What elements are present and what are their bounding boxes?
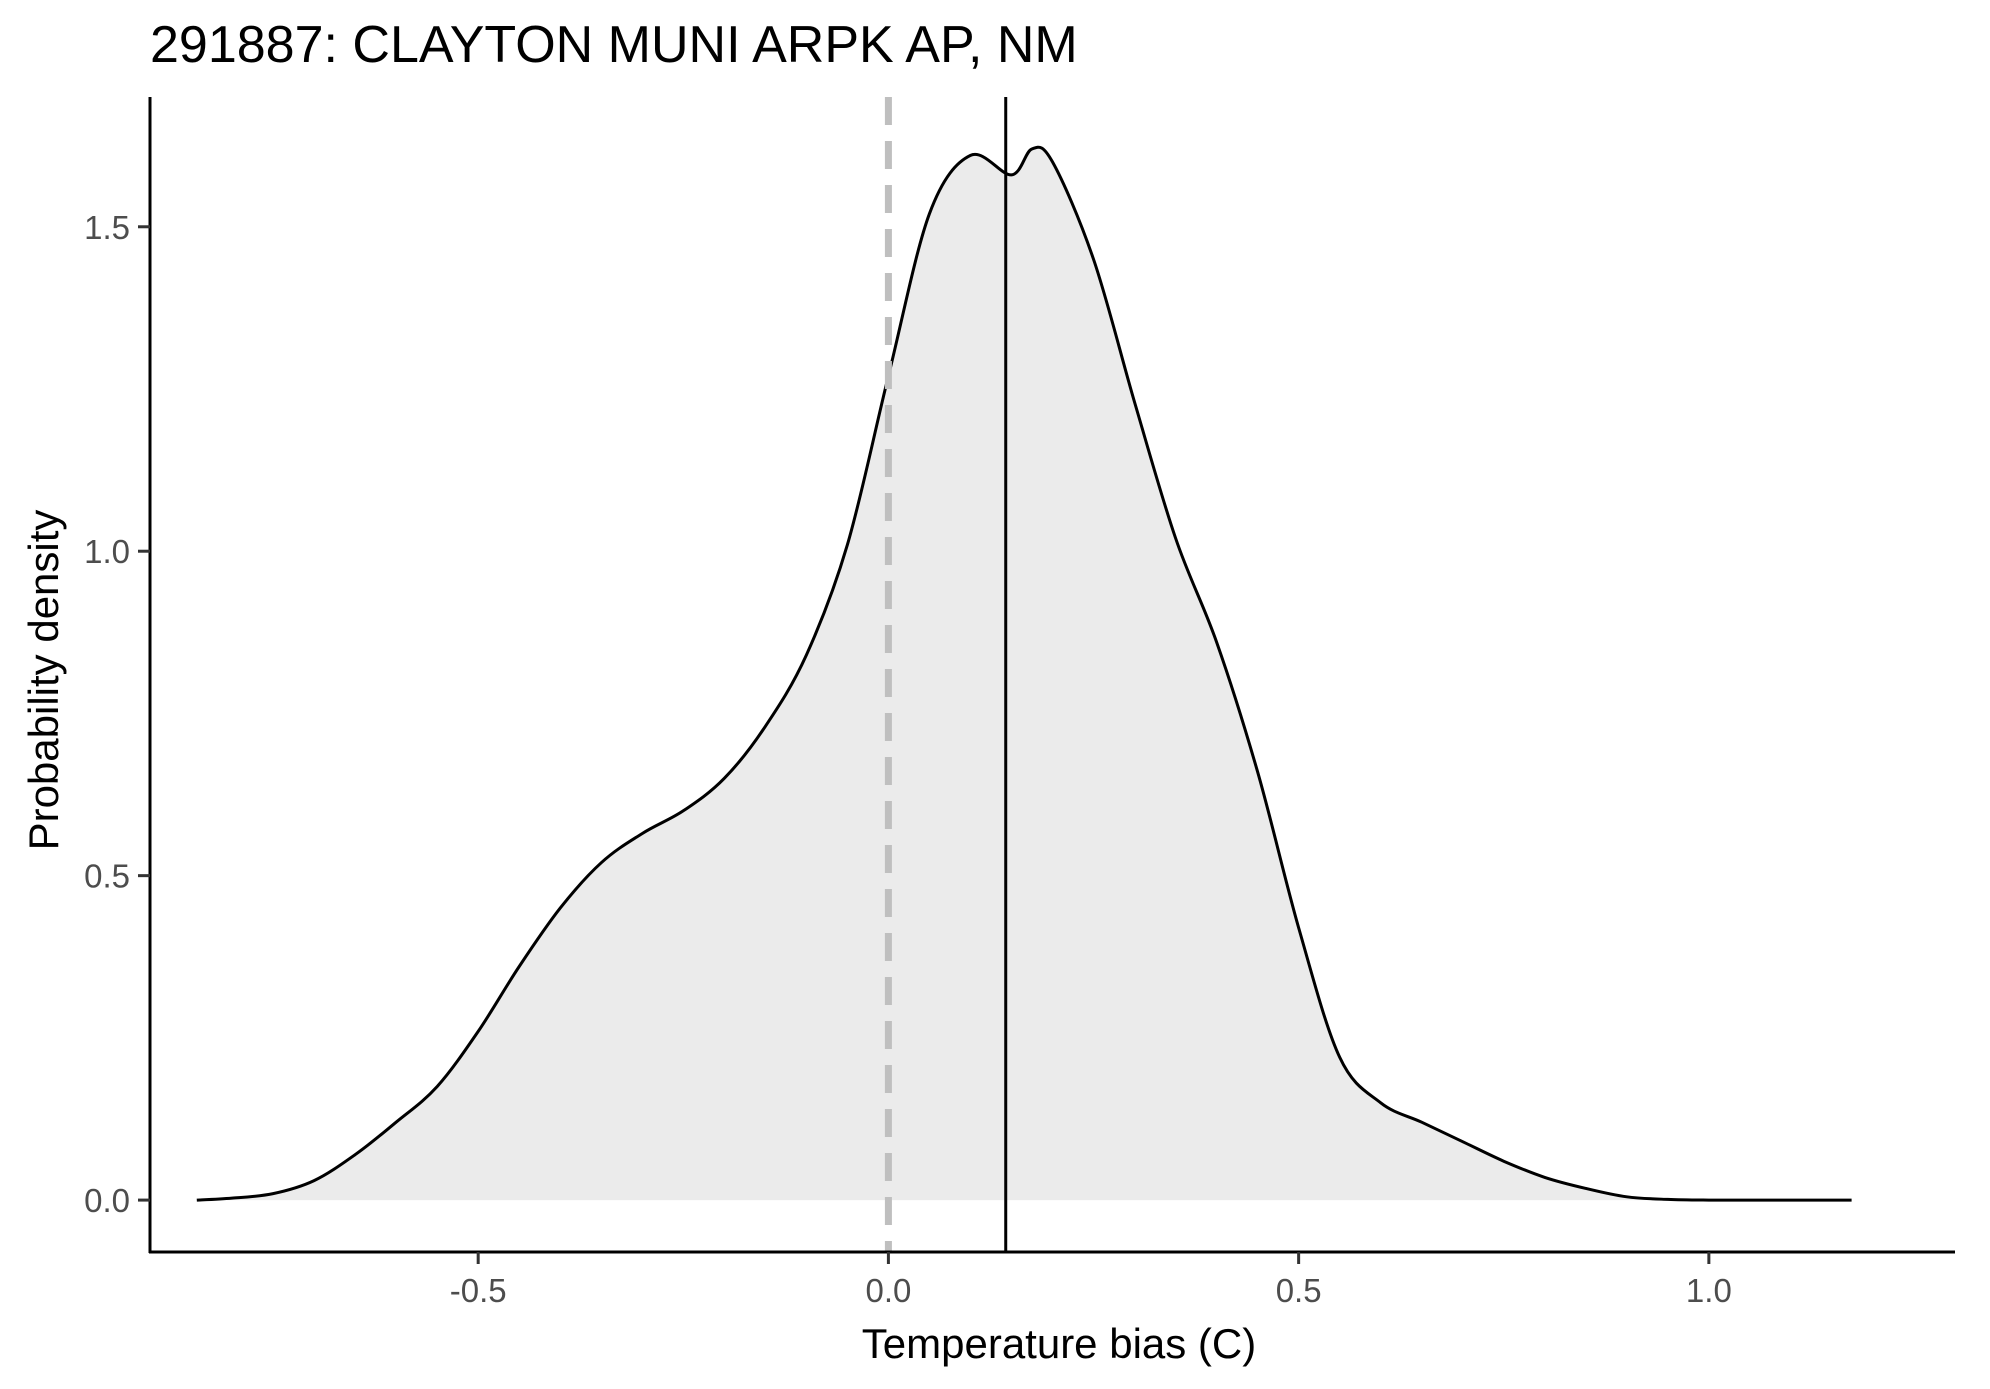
y-tick-label: 0.0	[84, 1182, 130, 1219]
x-axis-label: Temperature bias (C)	[862, 1320, 1256, 1367]
density-curve	[196, 145, 1852, 1202]
y-tick-label: 0.5	[84, 858, 130, 895]
x-tick-label: 0.5	[1276, 1272, 1322, 1309]
plot-area	[196, 97, 1852, 1252]
x-tick-label: -0.5	[450, 1272, 507, 1309]
axes: -0.5 0.0 0.5 1.0 0.0 0.5 1.0 1.5	[84, 97, 1955, 1309]
density-area-fill	[196, 147, 1852, 1201]
y-tick-label: 1.0	[84, 533, 130, 570]
x-tick-label: 0.0	[865, 1272, 911, 1309]
y-axis-label: Probability density	[20, 510, 67, 851]
chart-title: 291887: CLAYTON MUNI ARPK AP, NM	[150, 16, 1078, 74]
y-tick-label: 1.5	[84, 209, 130, 246]
x-tick-label: 1.0	[1686, 1272, 1732, 1309]
